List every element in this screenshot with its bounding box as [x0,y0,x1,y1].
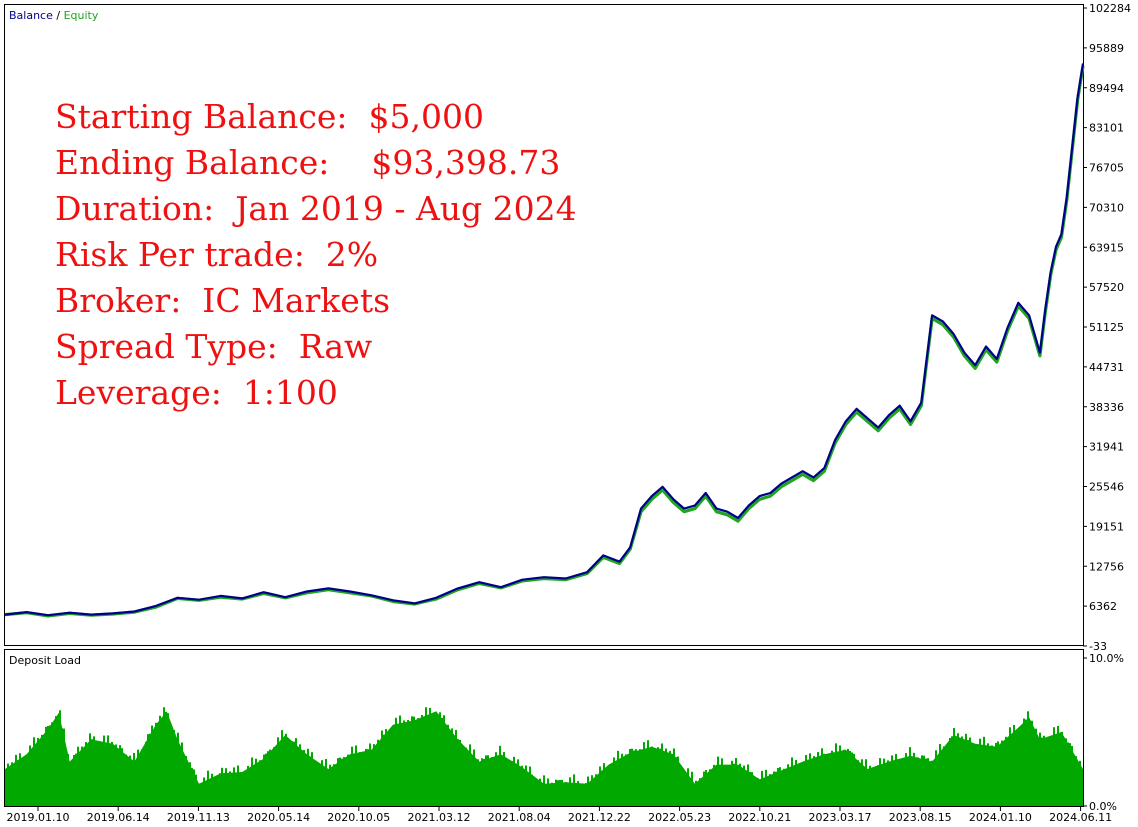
legend-balance: Balance [9,9,53,22]
x-tick-label: 2023.08.15 [889,811,952,824]
y-tick-label: 12756 [1089,560,1124,573]
annotation-line: Broker: IC Markets [55,281,390,320]
y-tick-label: 44731 [1089,361,1124,374]
annotation-line: Leverage: 1:100 [55,373,338,412]
x-tick-label: 2024.06.11 [1049,811,1112,824]
balance-pane [4,4,1084,646]
x-tick-label: 2024.01.10 [969,811,1032,824]
y-tick-label: -33 [1089,640,1107,653]
x-tick-label: 2021.12.22 [568,811,631,824]
x-tick-label: 2020.05.14 [247,811,310,824]
deposit-load-area [5,707,1083,806]
deposit-load-axis: 10.0% 0.0% [1083,652,1124,813]
balance-line [4,63,1085,617]
x-tick-label: 2022.10.21 [728,811,791,824]
y-tick-label: 19151 [1089,520,1124,533]
y-tick-label: 102284 [1089,2,1131,15]
x-tick-label: 2020.10.05 [327,811,390,824]
legend-separator: / [53,9,64,22]
y-tick-label: 0.0% [1089,800,1117,813]
legend-equity: Equity [64,9,99,22]
x-tick-label: 2022.05.23 [648,811,711,824]
x-tick-label: 2023.03.17 [809,811,872,824]
y-tick-label: 31941 [1089,441,1124,454]
y-tick-label: 70310 [1089,201,1124,214]
x-tick-label: 2019.06.14 [87,811,150,824]
x-tick-label: 2021.08.04 [488,811,551,824]
y-tick-label: 63915 [1089,241,1124,254]
y-tick-label: 83101 [1089,122,1124,135]
annotation-line: Duration: Jan 2019 - Aug 2024 [55,189,577,228]
y-tick-label: 95889 [1089,42,1124,55]
time-axis: 2019.01.10 2019.06.14 2019.11.13 2020.05.14… [7,807,1112,824]
balance-equity-lines [4,63,1085,618]
legend: Balance / Equity [9,9,99,22]
annotation-line: Starting Balance: $5,000 [55,97,484,136]
x-tick-label: 2021.03.12 [408,811,471,824]
y-tick-label: 10.0% [1089,652,1124,665]
deposit-load-title: Deposit Load [9,654,81,667]
annotation-line: Risk Per trade: 2% [55,235,378,274]
y-tick-label: 57520 [1089,281,1124,294]
annotation-line: Spread Type: Raw [55,327,372,366]
y-tick-label: 25546 [1089,481,1124,494]
results-annotation: Starting Balance: $5,000 Ending Balance:… [55,97,577,412]
annotation-line: Ending Balance: $93,398.73 [55,143,560,182]
price-axis: 102284 95889 89494 83101 76705 70310 63915 5752… [1083,2,1131,653]
x-tick-label: 2019.11.13 [167,811,230,824]
y-tick-label: 38336 [1089,401,1124,414]
y-tick-label: 76705 [1089,162,1124,175]
y-tick-label: 6362 [1089,600,1117,613]
y-tick-label: 51125 [1089,321,1124,334]
x-tick-label: 2019.01.10 [7,811,70,824]
y-tick-label: 89494 [1089,82,1124,95]
